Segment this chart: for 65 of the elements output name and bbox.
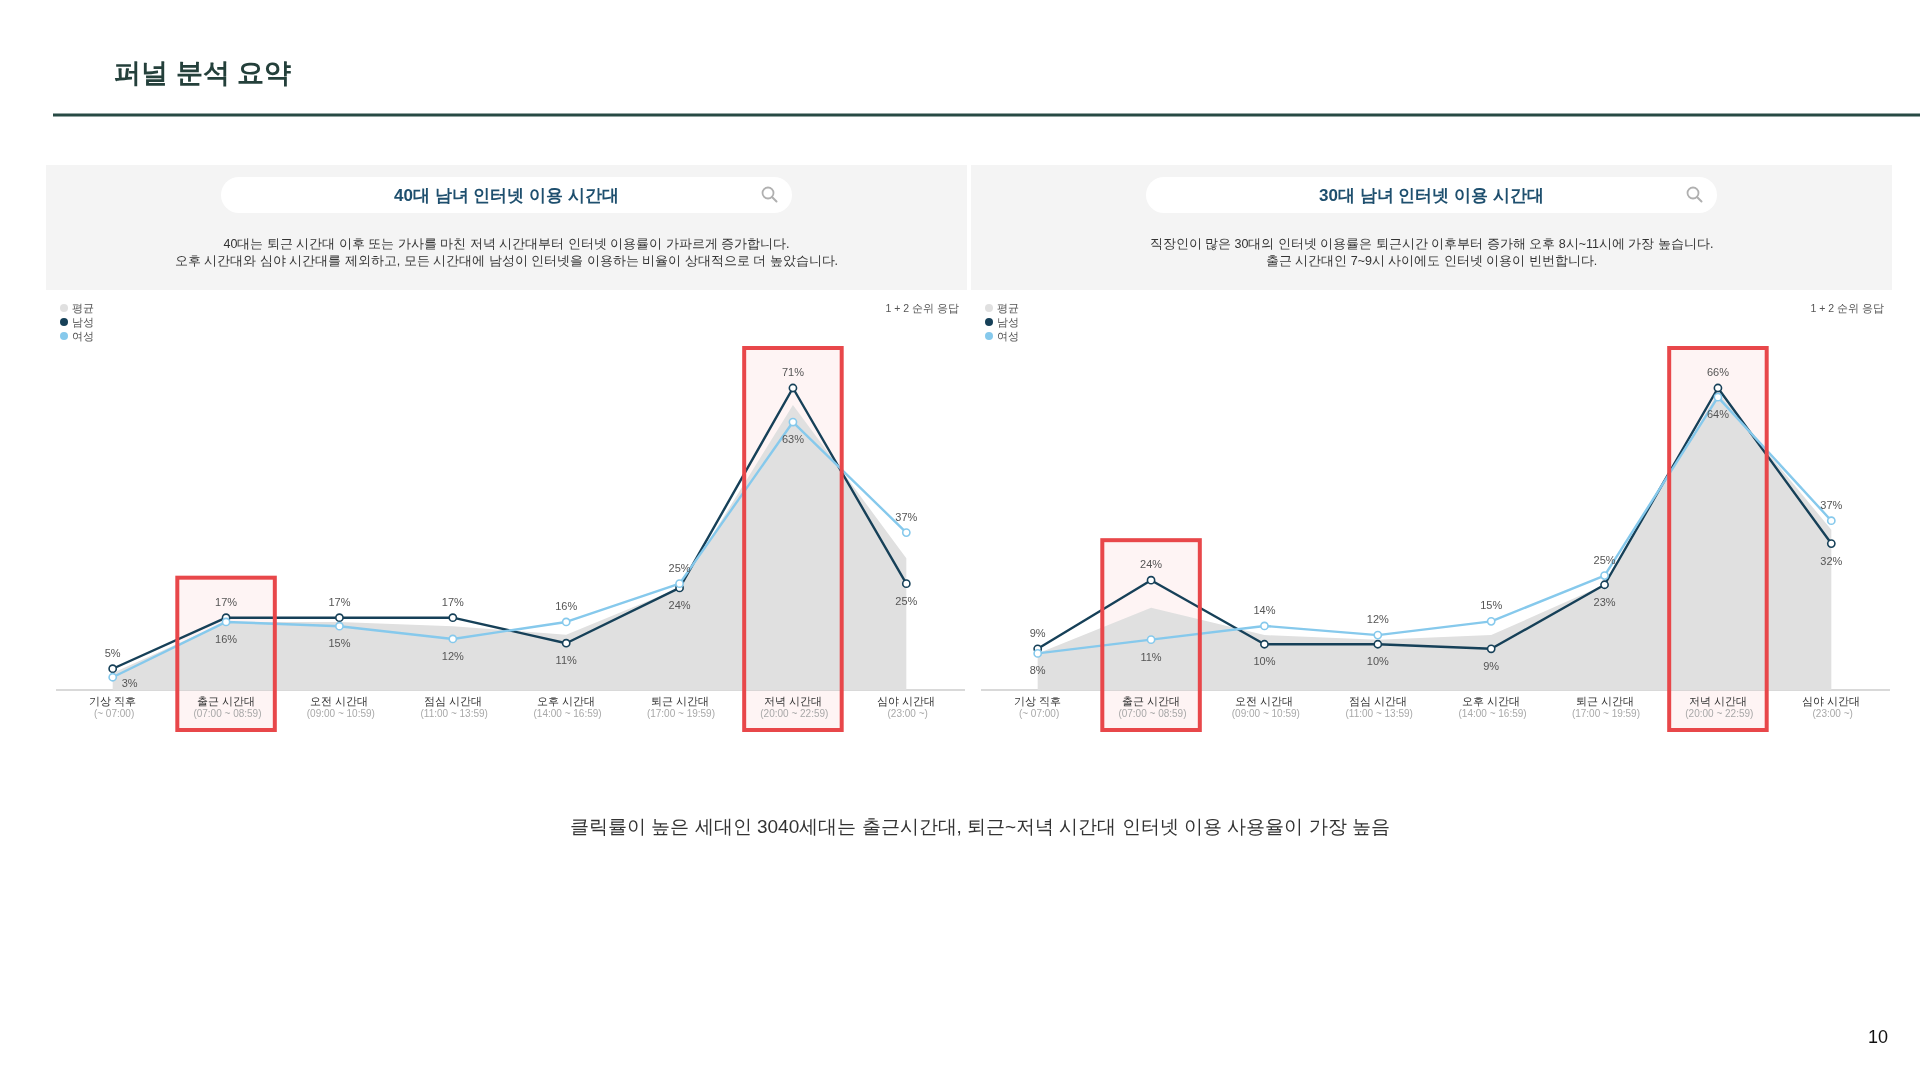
x-tick-label: 오전 시간대 (09:00 ~ 10:59) [1231,695,1300,719]
chart-title: 30대 남녀 인터넷 이용 시간대 [1319,186,1544,205]
legend-label: 여성 [997,330,1019,342]
x-tick-label: 오후 시간대 (14:00 ~ 16:59) [1458,695,1527,719]
data-label: 25% [1593,553,1616,566]
data-label: 14% [1253,603,1276,616]
data-label: 23% [1593,595,1616,608]
data-label: 16% [215,632,238,645]
x-tick-label: 저녁 시간대 (20:00 ~ 22:59) [760,695,829,719]
data-label: 8% [1029,664,1046,677]
data-label: 12% [441,649,464,662]
legend-label: 여성 [72,330,94,342]
data-label: 66% [1706,366,1729,378]
data-label: 24% [1140,558,1163,571]
data-label: 17% [215,595,238,608]
x-tick-label: 점심 시간대 (11:00 ~ 13:59) [1345,695,1413,719]
x-tick-label: 점심 시간대 (11:00 ~ 13:59) [420,695,488,719]
x-tick-label: 퇴근 시간대 (17:00 ~ 19:59) [646,695,715,719]
data-label: 3% [121,677,138,690]
data-label: 32% [1820,554,1843,567]
chart-title: 40대 남녀 인터넷 이용 시간대 [394,186,619,205]
x-tick-label: 기상 직후 (~ 07:00) [1014,695,1062,719]
data-label: 10% [1253,655,1276,668]
x-tick-label: 심야 시간대 (23:00 ~) [1802,695,1861,719]
x-tick-label: 오전 시간대 (09:00 ~ 10:59) [306,695,375,719]
data-label: 12% [1366,613,1389,626]
legend-label: 남성 [997,316,1019,328]
data-label: 11% [555,654,577,667]
x-tick-label: 퇴근 시간대 (17:00 ~ 19:59) [1571,695,1640,719]
data-label: 16% [555,599,578,612]
caption: 클릭률이 높은 세대인 3040세대는 출근시간대, 퇴근~저녁 시간대 인터넷 이용 사용율이 가장 높음 [570,816,1390,837]
data-label: 24% [668,598,691,611]
x-tick-label: 심야 시간대 (23:00 ~) [877,695,936,719]
data-label: 25% [668,561,691,574]
data-label: 37% [895,510,918,523]
x-tick-label: 기상 직후 (~ 07:00) [89,695,137,719]
legend-label: 남성 [72,316,94,328]
data-label: 37% [1820,498,1843,511]
page-title: 퍼널 분석 요약 [114,58,291,88]
data-label: 15% [328,637,351,650]
x-tick-label: 출근 시간대 (07:00 ~ 08:59) [1118,695,1187,719]
data-label: 9% [1029,626,1046,639]
x-tick-label: 저녁 시간대 (20:00 ~ 22:59) [1685,695,1754,719]
chart-subtitle: 출근 시간대인 7~9시 사이에도 인터넷 이용이 빈번합니다. [1265,254,1598,268]
legend-label: 평균 [997,302,1019,314]
data-label: 11% [1140,650,1162,663]
chart-subtitle: 오후 시간대와 심야 시간대를 제외하고, 모든 시간대에 남성이 인터넷을 이용하는 비율이 상대적으로 더 높았습니다. [174,254,839,268]
page-number: 10 [1867,1027,1888,1047]
data-label: 71% [781,366,804,378]
data-label: 64% [1706,408,1729,421]
data-label: 9% [1483,659,1500,672]
data-label: 17% [441,595,464,608]
data-label: 5% [104,646,121,659]
legend-label: 평균 [72,302,94,314]
data-label: 10% [1366,655,1389,668]
data-label: 25% [895,594,918,607]
chart-subtitle: 40대는 퇴근 시간대 이후 또는 가사를 마친 저녁 시간대부터 인터넷 이용률이 가파르게 증가합니다. [223,237,790,251]
annotation: 1 + 2 순위 응답 [1810,302,1884,314]
data-label: 15% [1480,599,1503,612]
data-label: 63% [781,433,804,446]
data-label: 17% [328,595,351,608]
annotation: 1 + 2 순위 응답 [885,302,959,314]
x-tick-label: 오후 시간대 (14:00 ~ 16:59) [533,695,602,719]
chart-subtitle: 직장인이 많은 30대의 인터넷 이용률은 퇴근시간 이후부터 증가해 오후 8시~11시에 가장 높습니다. [1149,237,1714,251]
x-tick-label: 출근 시간대 (07:00 ~ 08:59) [193,695,262,719]
